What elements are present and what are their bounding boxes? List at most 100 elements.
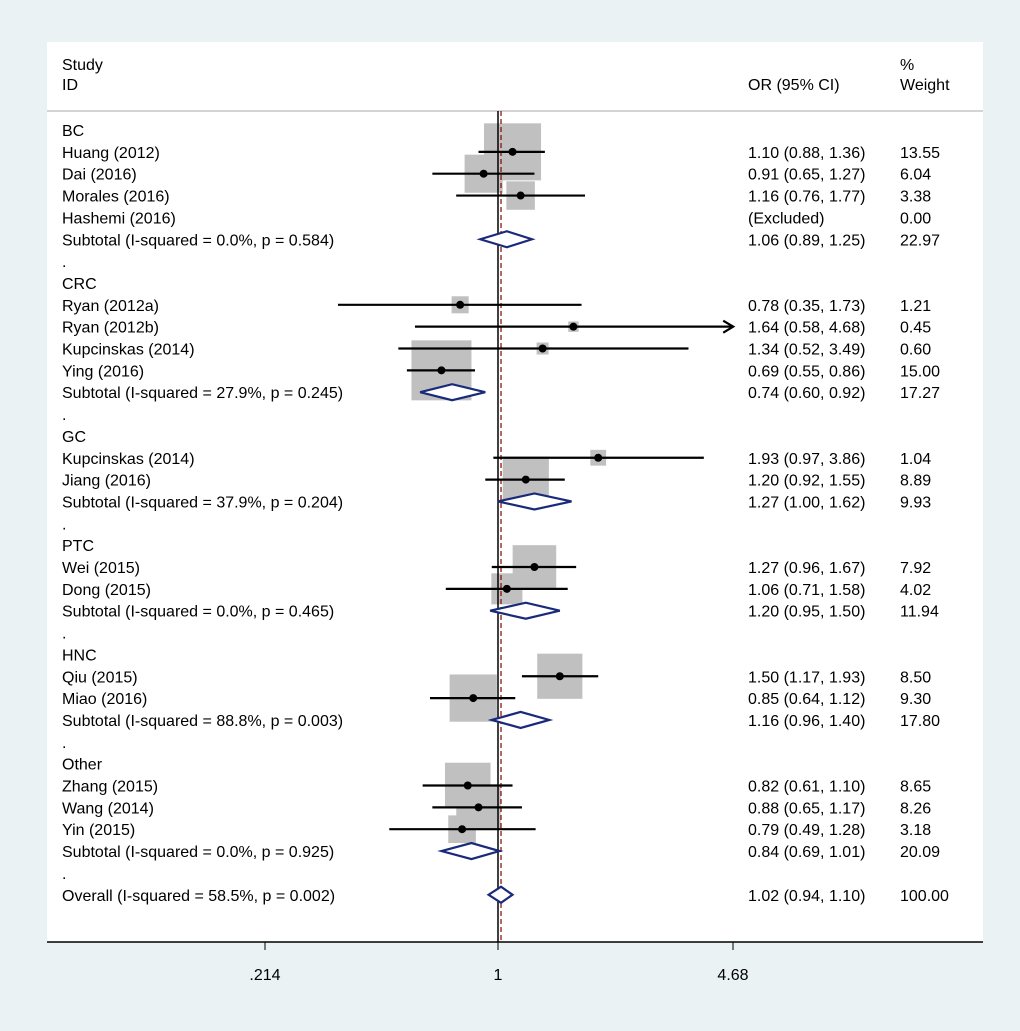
study-label: Hashemi (2016) bbox=[62, 210, 176, 227]
weight-value: 13.55 bbox=[900, 145, 940, 162]
study-label: Dong (2015) bbox=[62, 582, 151, 599]
study-label: Dai (2016) bbox=[62, 167, 137, 184]
study-label: Morales (2016) bbox=[62, 189, 170, 206]
x-tick-label-3: 4.68 bbox=[717, 967, 748, 984]
point-estimate bbox=[508, 147, 517, 156]
or-ci-value: 1.50 (1.17, 1.93) bbox=[748, 669, 865, 686]
or-ci-value: 1.10 (0.88, 1.36) bbox=[748, 145, 865, 162]
weight-value: 15.00 bbox=[900, 363, 940, 380]
header-weight: Weight bbox=[900, 77, 950, 94]
study-label: Huang (2012) bbox=[62, 145, 160, 162]
point-estimate bbox=[474, 803, 483, 812]
weight-value: 3.18 bbox=[900, 822, 931, 839]
study-label: Wang (2014) bbox=[62, 800, 154, 817]
study-label: Qiu (2015) bbox=[62, 669, 138, 686]
weight-value: 8.50 bbox=[900, 669, 931, 686]
study-label: Ryan (2012b) bbox=[62, 320, 159, 337]
or-ci-value: 0.85 (0.64, 1.12) bbox=[748, 691, 865, 708]
point-estimate bbox=[555, 672, 564, 681]
weight-value: 11.94 bbox=[900, 604, 939, 621]
group-label: PTC bbox=[62, 538, 94, 555]
study-label: Ryan (2012a) bbox=[62, 298, 159, 315]
study-label: Wei (2015) bbox=[62, 560, 140, 577]
weight-value: 1.04 bbox=[900, 451, 931, 468]
header-id: ID bbox=[62, 77, 78, 94]
subtotal-label: Subtotal (I-squared = 27.9%, p = 0.245) bbox=[62, 385, 343, 402]
point-estimate bbox=[463, 781, 472, 790]
subtotal-diamond bbox=[437, 841, 504, 861]
study-label: Kupcinskas (2014) bbox=[62, 342, 195, 359]
or-ci-value: 1.02 (0.94, 1.10) bbox=[748, 888, 865, 905]
weight-value: 7.92 bbox=[900, 560, 931, 577]
weight-value: 0.00 bbox=[900, 210, 931, 227]
study-label: Kupcinskas (2014) bbox=[62, 451, 195, 468]
point-estimate bbox=[530, 563, 539, 571]
subtotal-diamond bbox=[489, 601, 561, 620]
group-label: Other bbox=[62, 757, 103, 774]
point-estimate bbox=[469, 694, 478, 703]
subtotal-label: Subtotal (I-squared = 37.9%, p = 0.204) bbox=[62, 494, 343, 511]
or-ci-value: (Excluded) bbox=[748, 210, 824, 227]
group-label: CRC bbox=[62, 276, 97, 293]
weight-value: 0.45 bbox=[900, 320, 931, 337]
or-ci-value: 0.82 (0.61, 1.10) bbox=[748, 779, 865, 796]
weight-value: 8.65 bbox=[900, 779, 931, 796]
point-estimate bbox=[521, 475, 530, 484]
weight-value: 17.80 bbox=[900, 713, 940, 730]
or-ci-value: 0.74 (0.60, 0.92) bbox=[748, 385, 865, 402]
subtotal-label: Subtotal (I-squared = 88.8%, p = 0.003) bbox=[62, 713, 343, 730]
ci-arrow bbox=[722, 319, 736, 334]
or-ci-value: 1.16 (0.96, 1.40) bbox=[748, 713, 865, 730]
or-ci-value: 1.34 (0.52, 3.49) bbox=[748, 342, 865, 359]
header-study: Study bbox=[62, 57, 103, 74]
group-label: HNC bbox=[62, 647, 97, 664]
or-ci-value: 1.06 (0.89, 1.25) bbox=[748, 232, 865, 249]
subtotal-diamond bbox=[419, 383, 486, 402]
subtotal-label: Subtotal (I-squared = 0.0%, p = 0.465) bbox=[62, 604, 334, 621]
group-label: BC bbox=[62, 123, 84, 140]
overall-label: Overall (I-squared = 58.5%, p = 0.002) bbox=[62, 888, 335, 905]
separator-dot: . bbox=[62, 407, 66, 424]
separator-dot: . bbox=[62, 254, 66, 271]
study-label: Miao (2016) bbox=[62, 691, 147, 708]
point-estimate bbox=[594, 453, 603, 462]
header-or-ci: OR (95% CI) bbox=[748, 77, 840, 94]
point-estimate bbox=[516, 191, 525, 200]
or-ci-value: 0.79 (0.49, 1.28) bbox=[748, 822, 865, 839]
weight-value: 22.97 bbox=[900, 232, 940, 249]
weight-value: 3.38 bbox=[900, 189, 931, 206]
or-ci-value: 0.78 (0.35, 1.73) bbox=[748, 298, 865, 315]
or-ci-value: 0.84 (0.69, 1.01) bbox=[748, 844, 865, 861]
weight-value: 9.30 bbox=[900, 691, 931, 708]
study-label: Ying (2016) bbox=[62, 363, 144, 380]
or-ci-value: 1.93 (0.97, 3.86) bbox=[748, 451, 865, 468]
point-estimate bbox=[538, 344, 547, 353]
weight-value: 8.26 bbox=[900, 800, 931, 817]
subtotal-diamond bbox=[497, 492, 572, 511]
group-label: GC bbox=[62, 429, 86, 446]
or-ci-value: 1.64 (0.58, 4.68) bbox=[748, 320, 865, 337]
or-ci-value: 0.91 (0.65, 1.27) bbox=[748, 167, 865, 184]
study-label: Zhang (2015) bbox=[62, 779, 158, 796]
weight-value: 1.21 bbox=[900, 298, 931, 315]
point-estimate bbox=[502, 584, 511, 593]
subtotal-label: Subtotal (I-squared = 0.0%, p = 0.925) bbox=[62, 844, 334, 861]
weight-value: 0.60 bbox=[900, 342, 931, 359]
separator-dot: . bbox=[62, 866, 66, 883]
subtotal-label: Subtotal (I-squared = 0.0%, p = 0.584) bbox=[62, 232, 334, 249]
weight-value: 8.89 bbox=[900, 473, 931, 490]
or-ci-value: 0.88 (0.65, 1.17) bbox=[748, 800, 865, 817]
point-estimate bbox=[437, 366, 446, 375]
x-tick-label-2: 1 bbox=[494, 967, 503, 984]
weight-value: 9.93 bbox=[900, 494, 931, 511]
weight-value: 6.04 bbox=[900, 167, 931, 184]
x-tick-label-1: .214 bbox=[249, 967, 280, 984]
weight-value: 4.02 bbox=[900, 582, 931, 599]
header-percent: % bbox=[900, 57, 914, 74]
or-ci-value: 1.06 (0.71, 1.58) bbox=[748, 582, 865, 599]
subtotal-diamond bbox=[476, 230, 536, 249]
weight-value: 100.00 bbox=[900, 888, 949, 905]
subtotal-diamond bbox=[487, 710, 554, 730]
or-ci-value: 1.20 (0.95, 1.50) bbox=[748, 604, 865, 621]
